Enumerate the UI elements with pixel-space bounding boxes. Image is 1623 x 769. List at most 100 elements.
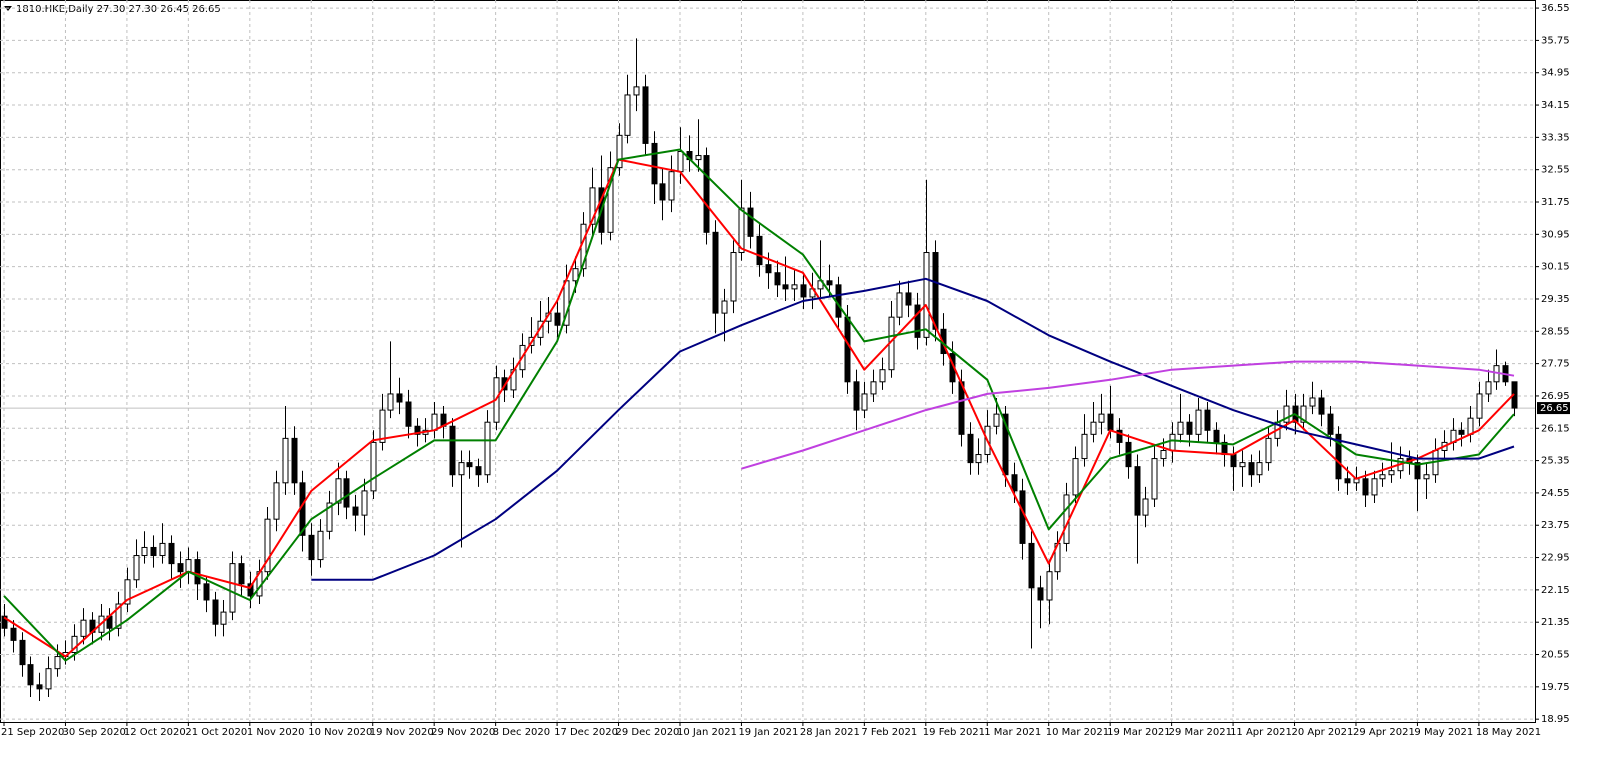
candle-body bbox=[1142, 498, 1149, 516]
candle-body bbox=[1248, 462, 1255, 476]
candle-body bbox=[677, 151, 684, 173]
candle-body bbox=[589, 187, 596, 225]
y-tick-label: 30.95 bbox=[1541, 229, 1570, 240]
x-tick-label: 19 Jan 2021 bbox=[738, 727, 798, 738]
x-tick-label: 29 Nov 2020 bbox=[431, 727, 495, 738]
candle-body bbox=[844, 316, 851, 383]
y-tick-label: 29.35 bbox=[1541, 294, 1570, 305]
candle-body bbox=[1151, 458, 1158, 500]
candle-body bbox=[1081, 433, 1088, 460]
y-tick-label: 26.95 bbox=[1541, 391, 1570, 402]
x-tick-label: 21 Oct 2020 bbox=[185, 727, 247, 738]
x-tick-label: 28 Jan 2021 bbox=[800, 727, 860, 738]
candle-body bbox=[1362, 478, 1369, 496]
candle-body bbox=[229, 563, 236, 613]
plot-frame bbox=[0, 0, 1536, 723]
candle-body bbox=[177, 563, 184, 573]
candle-body bbox=[1300, 405, 1307, 423]
x-tick-label: 1 Mar 2021 bbox=[984, 727, 1041, 738]
candle-body bbox=[36, 684, 43, 690]
x-tick-label: 29 Dec 2020 bbox=[616, 727, 680, 738]
candle-body bbox=[1265, 437, 1272, 464]
candle-body bbox=[712, 231, 719, 314]
candle-body bbox=[431, 413, 438, 431]
candle-body bbox=[1090, 421, 1097, 435]
x-tick-label: 19 Nov 2020 bbox=[370, 727, 434, 738]
candle-body bbox=[379, 409, 386, 443]
candle-body bbox=[826, 280, 833, 286]
candle-body bbox=[975, 454, 982, 464]
candle-body bbox=[1283, 405, 1290, 423]
candle-body bbox=[308, 534, 315, 561]
candle-body bbox=[633, 86, 640, 96]
x-tick-label: 18 May 2021 bbox=[1476, 727, 1541, 738]
y-tick-label: 35.75 bbox=[1541, 35, 1570, 46]
y-tick-label: 26.15 bbox=[1541, 423, 1570, 434]
candle-body bbox=[1195, 409, 1202, 435]
candle-body bbox=[1204, 409, 1211, 431]
x-tick-label: 11 Apr 2021 bbox=[1230, 727, 1292, 738]
candle-body bbox=[220, 611, 227, 625]
candle-body bbox=[1019, 490, 1026, 544]
candle-body bbox=[124, 579, 131, 605]
candle-body bbox=[642, 86, 649, 144]
ma-line bbox=[741, 360, 1515, 470]
candle-body bbox=[905, 292, 912, 306]
y-tick-label: 28.55 bbox=[1541, 326, 1570, 337]
candle-body bbox=[870, 381, 877, 395]
candle-body bbox=[1028, 542, 1035, 589]
candle-body bbox=[730, 252, 737, 302]
candle-body bbox=[27, 664, 34, 686]
candle-body bbox=[1160, 449, 1167, 460]
candle-body bbox=[185, 559, 192, 573]
candle-body bbox=[879, 369, 886, 383]
candle-body bbox=[1011, 474, 1018, 492]
candle-body bbox=[343, 478, 350, 508]
x-tick-label: 29 Mar 2021 bbox=[1169, 727, 1232, 738]
x-tick-label: 20 Apr 2021 bbox=[1292, 727, 1354, 738]
candle-body bbox=[721, 300, 728, 314]
candle-body bbox=[1327, 413, 1334, 435]
candle-body bbox=[282, 437, 289, 484]
candle-body bbox=[352, 506, 359, 516]
candle-body bbox=[1037, 587, 1044, 601]
candle-body bbox=[273, 482, 280, 520]
candle-body bbox=[291, 437, 298, 484]
candle-body bbox=[71, 635, 78, 654]
candle-body bbox=[1072, 458, 1079, 496]
candle-body bbox=[861, 393, 868, 411]
y-tick-label: 34.15 bbox=[1541, 100, 1570, 111]
candle-body bbox=[1318, 397, 1325, 415]
x-tick-label: 29 Apr 2021 bbox=[1353, 727, 1415, 738]
y-tick-label: 36.55 bbox=[1541, 3, 1570, 14]
candle-body bbox=[1169, 433, 1176, 451]
candle-body bbox=[405, 401, 412, 427]
candle-body bbox=[1476, 393, 1483, 419]
x-tick-label: 9 May 2021 bbox=[1414, 727, 1473, 738]
candle-body bbox=[607, 167, 614, 233]
candle-body bbox=[1230, 454, 1237, 468]
candle-body bbox=[1, 615, 8, 629]
candle-body bbox=[194, 559, 201, 585]
y-tick-label: 23.75 bbox=[1541, 520, 1570, 531]
candle-body bbox=[1423, 474, 1430, 480]
candle-body bbox=[695, 155, 702, 161]
candle-body bbox=[150, 546, 157, 557]
candle-body bbox=[159, 542, 166, 557]
candle-body bbox=[993, 413, 1000, 427]
candle-body bbox=[1046, 571, 1053, 601]
candle-body bbox=[1335, 433, 1342, 480]
candle-body bbox=[484, 421, 491, 476]
y-tick-label: 24.55 bbox=[1541, 488, 1570, 499]
candle-body bbox=[1485, 381, 1492, 395]
candle-body bbox=[396, 393, 403, 403]
candle-body bbox=[1186, 421, 1193, 435]
ma-line bbox=[3, 148, 1515, 662]
candle-body bbox=[54, 656, 61, 670]
candle-body bbox=[1098, 413, 1105, 423]
candle-body bbox=[115, 603, 122, 629]
candle-body bbox=[668, 171, 675, 201]
candle-body bbox=[747, 207, 754, 237]
candle-body bbox=[756, 235, 763, 266]
